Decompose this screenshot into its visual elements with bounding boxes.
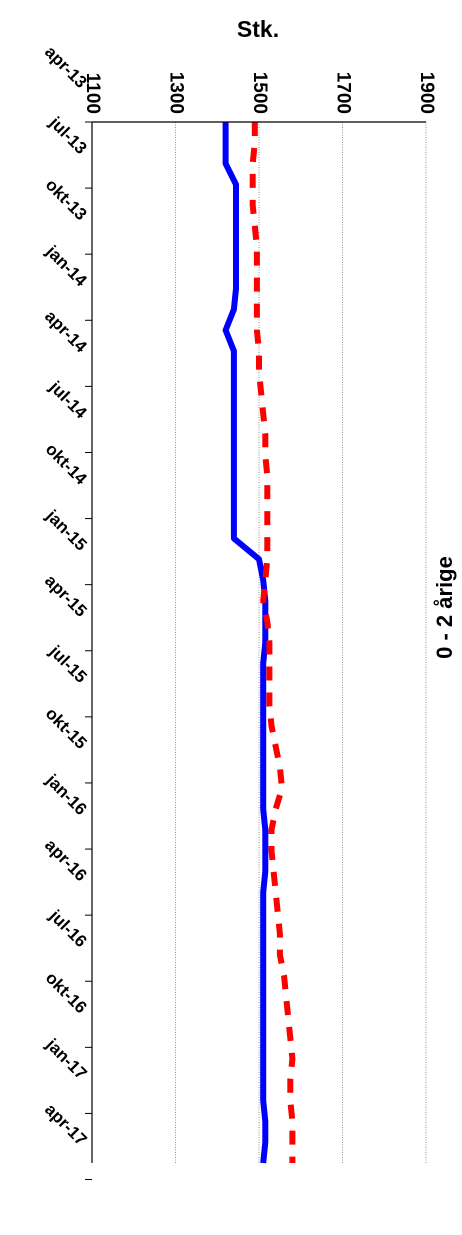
- x-tick-label: jul-15: [45, 641, 91, 687]
- x-tick-label: jul-13: [45, 112, 91, 158]
- x-tick-label: jul-14: [45, 377, 91, 423]
- x-tick-label: okt-15: [42, 704, 91, 753]
- gridlines: [175, 122, 427, 1163]
- chart-title: 0 - 2 årige: [432, 556, 457, 659]
- y-tick-label: 1700: [332, 72, 353, 114]
- x-tick-label: jan-15: [42, 506, 91, 555]
- x-tick-label: jul-16: [45, 906, 91, 952]
- x-tick-label: jan-14: [42, 241, 91, 290]
- x-tick-label: apr-15: [41, 571, 91, 621]
- x-tick-label: okt-16: [42, 968, 91, 1017]
- x-tick-label: apr-16: [41, 835, 91, 885]
- series-line-1: [222, 122, 269, 1164]
- x-tick-label: okt-13: [42, 175, 91, 224]
- y-tick-label: 1500: [249, 72, 270, 114]
- x-tick-label: jan-17: [42, 1034, 91, 1083]
- x-tick-labels: apr-13 jul-13 okt-13 jan-14 apr-14 jul-14 okt-…: [41, 42, 92, 1181]
- x-tick-label: apr-17: [41, 1100, 91, 1150]
- y-tick-label: 1900: [416, 72, 437, 114]
- x-tick-label: okt-14: [42, 440, 91, 489]
- y-axis-label: Stk.: [237, 16, 279, 42]
- x-tick-label: jan-16: [42, 770, 91, 819]
- y-tick-labels: 1100 1300 1500 1700 1900: [82, 72, 437, 114]
- x-tick-label: apr-14: [41, 307, 91, 357]
- series-lines: [222, 122, 296, 1164]
- y-tick-label: 1100: [82, 73, 103, 114]
- series-line-2: [249, 122, 296, 1163]
- rotated-chart-area: 1100 1300 1500 1700 1900 apr-13 jul-13 okt-13 j…: [41, 42, 457, 1181]
- y-tick-label: 1300: [165, 72, 186, 114]
- x-tick-label: apr-13: [41, 42, 91, 92]
